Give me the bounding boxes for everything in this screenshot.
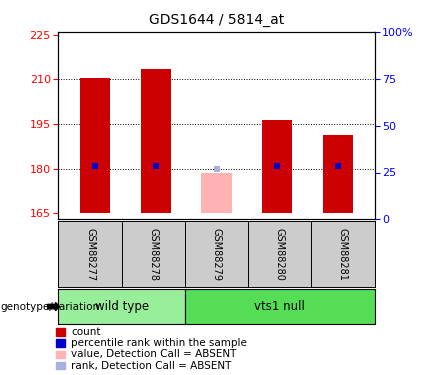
Bar bbox=[323, 135, 353, 213]
Bar bbox=[80, 78, 110, 213]
Text: GSM88278: GSM88278 bbox=[148, 228, 158, 280]
Text: count: count bbox=[71, 327, 101, 337]
Bar bbox=[141, 69, 171, 213]
Text: GSM88280: GSM88280 bbox=[275, 228, 285, 280]
Text: vts1 null: vts1 null bbox=[254, 300, 305, 313]
Text: value, Detection Call = ABSENT: value, Detection Call = ABSENT bbox=[71, 350, 237, 359]
Text: percentile rank within the sample: percentile rank within the sample bbox=[71, 338, 247, 348]
Bar bbox=[201, 173, 232, 213]
Text: GSM88281: GSM88281 bbox=[338, 228, 348, 280]
Text: GSM88277: GSM88277 bbox=[85, 228, 95, 280]
Text: rank, Detection Call = ABSENT: rank, Detection Call = ABSENT bbox=[71, 361, 232, 370]
Text: genotype/variation: genotype/variation bbox=[0, 302, 99, 312]
Text: wild type: wild type bbox=[94, 300, 149, 313]
Bar bbox=[262, 120, 292, 213]
Text: GDS1644 / 5814_at: GDS1644 / 5814_at bbox=[149, 13, 284, 27]
Text: GSM88279: GSM88279 bbox=[211, 228, 222, 280]
